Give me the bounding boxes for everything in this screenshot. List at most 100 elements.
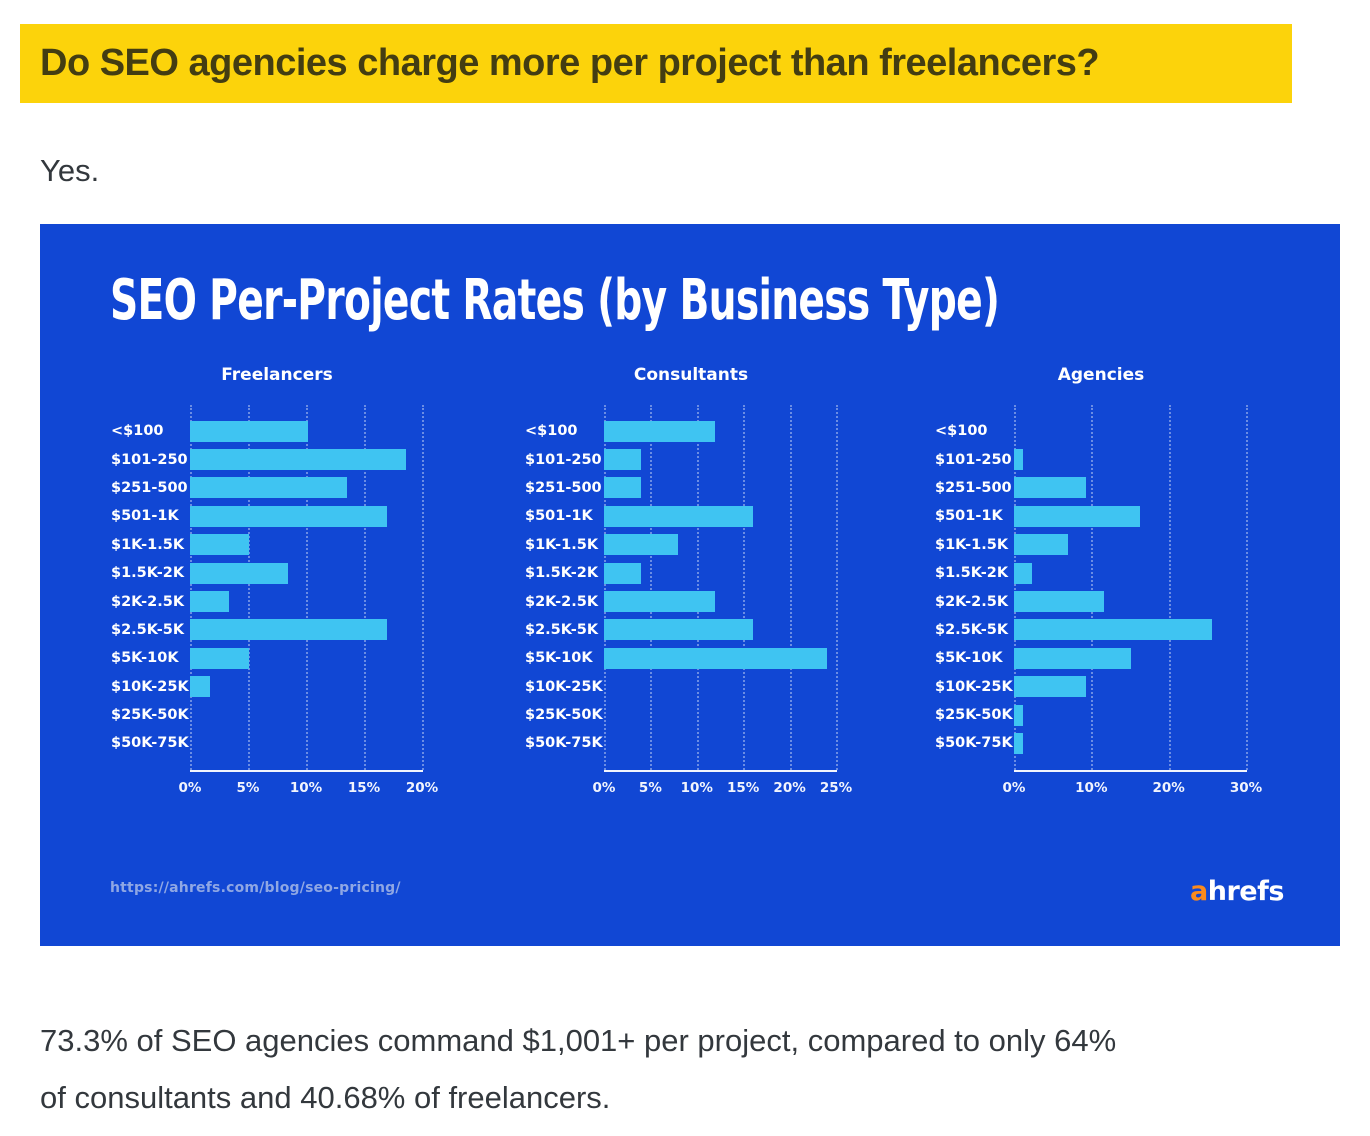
bar — [604, 619, 753, 641]
axis-tick-label: 0% — [1002, 780, 1026, 796]
chart-row: $2.5K-5K — [935, 616, 1286, 644]
bar-track — [190, 676, 422, 698]
bar — [604, 477, 642, 499]
axis-tick-label: 5% — [236, 780, 260, 796]
gridline — [743, 405, 746, 770]
chart-row: $5K-10K — [935, 644, 1286, 672]
chart-row: $1K-1.5K — [111, 531, 462, 559]
bar — [190, 449, 407, 471]
category-label: $50K-75K — [525, 735, 603, 752]
x-axis-line — [190, 770, 423, 772]
bar — [1014, 534, 1068, 556]
bar-track — [1014, 647, 1246, 669]
axis-tick-label: 25% — [819, 780, 853, 796]
chart-row: $101-250 — [525, 445, 876, 473]
chart-row: $251-500 — [935, 474, 1286, 502]
chart-row: $5K-10K — [111, 644, 462, 672]
gridline — [1014, 405, 1016, 770]
bar — [190, 505, 387, 527]
category-label: $10K-25K — [111, 678, 189, 695]
category-label: $2K-2.5K — [525, 593, 599, 610]
bar-track — [604, 420, 836, 442]
bar-track — [604, 676, 836, 697]
bar — [1014, 647, 1131, 669]
chart-row: $50K-75K — [111, 729, 462, 757]
bar-track — [1014, 562, 1246, 584]
chart-row: $1K-1.5K — [525, 531, 876, 559]
gridline — [789, 405, 792, 770]
bar-track — [1014, 732, 1246, 754]
category-label: $5K-10K — [525, 650, 593, 667]
bar-track — [604, 733, 836, 754]
axis-tick-label: 20% — [405, 780, 439, 796]
bar-track — [190, 562, 422, 584]
bar — [604, 505, 753, 527]
bar-track — [1014, 704, 1246, 726]
category-label: $10K-25K — [935, 678, 1013, 695]
bar-track — [190, 534, 422, 556]
chart-row: $501-1K — [111, 502, 462, 530]
chart-row: $501-1K — [935, 502, 1286, 530]
bar-track — [190, 705, 422, 726]
chart-figure: SEO Per-Project Rates (by Business Type)… — [40, 224, 1340, 946]
bar-track — [1014, 505, 1246, 527]
gridline — [836, 405, 838, 770]
category-label: $251-500 — [111, 479, 188, 496]
chart-row: $2K-2.5K — [111, 587, 462, 615]
category-label: $501-1K — [525, 508, 593, 525]
bar — [190, 619, 387, 641]
axis-tick-label: 10% — [1075, 780, 1108, 796]
chart-row: $2K-2.5K — [525, 587, 876, 615]
category-label: <$100 — [525, 423, 578, 440]
chart-row: $101-250 — [111, 445, 462, 473]
bar — [1014, 591, 1104, 613]
category-label: $2K-2.5K — [935, 593, 1009, 610]
category-label: <$100 — [111, 423, 164, 440]
ahrefs-logo: ahrefs — [1190, 876, 1284, 907]
bar-track — [604, 449, 836, 471]
chart-row: $1K-1.5K — [935, 531, 1286, 559]
axis-tick-label: 10% — [680, 780, 713, 796]
category-label: $501-1K — [111, 508, 179, 525]
axis-tick-label: 0% — [592, 780, 616, 796]
bar — [604, 562, 642, 584]
chart-row: $2K-2.5K — [935, 587, 1286, 615]
bar — [1014, 505, 1140, 527]
category-label: <$100 — [935, 423, 988, 440]
bar — [604, 534, 679, 556]
gridline — [604, 405, 606, 770]
bar — [190, 534, 249, 556]
bar — [604, 647, 827, 669]
category-label: $2K-2.5K — [111, 593, 185, 610]
bar-track — [190, 505, 422, 527]
chart-row: $251-500 — [111, 474, 462, 502]
axis-tick-label: 15% — [347, 780, 381, 796]
bar — [1014, 732, 1023, 754]
bar-track — [604, 647, 836, 669]
bar — [1014, 704, 1023, 726]
category-label: $1K-1.5K — [525, 536, 599, 553]
x-axis-line — [1014, 770, 1247, 772]
bar — [1014, 619, 1212, 641]
logo-accent-letter: a — [1190, 876, 1208, 907]
bar-track — [190, 477, 422, 499]
chart-row: $25K-50K — [935, 701, 1286, 729]
category-label: $501-1K — [935, 508, 1003, 525]
chart-row: $2.5K-5K — [525, 616, 876, 644]
bar — [604, 420, 716, 442]
category-label: $101-250 — [935, 451, 1012, 468]
category-label: $25K-50K — [111, 707, 189, 724]
bar-track — [1014, 676, 1246, 698]
chart-row: <$100 — [525, 417, 876, 445]
axis-tick-label: 5% — [638, 780, 662, 796]
category-label: $1.5K-2K — [935, 565, 1009, 582]
chart-row: <$100 — [111, 417, 462, 445]
chart-agencies: Agencies 0% 10% 20% 30% <$100 $101-250 $251-500… — [935, 364, 1286, 834]
chart-freelancers: Freelancers 0% 5% 10% 15% 20% <$100 $101-250 $25… — [111, 364, 462, 834]
gridline — [248, 405, 250, 770]
bar-track — [1014, 534, 1246, 556]
chart-row: $251-500 — [525, 474, 876, 502]
conclusion-line: 73.3% of SEO agencies command $1,001+ pe… — [40, 1023, 1117, 1058]
chart-row: $501-1K — [525, 502, 876, 530]
category-label: $25K-50K — [935, 707, 1013, 724]
